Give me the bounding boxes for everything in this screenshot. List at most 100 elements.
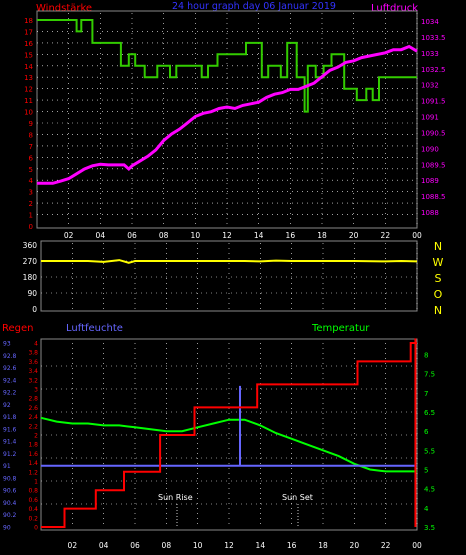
humidity-tick-label: 92.8	[3, 353, 17, 360]
temperature-tick-label: 3.5	[424, 524, 435, 532]
panel3-series	[40, 338, 417, 528]
temperature-axis-label: Temperatur	[311, 323, 370, 334]
temperature-series	[40, 416, 417, 473]
time-tick-label: 16	[287, 541, 297, 550]
wind-tick-label: 2	[29, 200, 33, 208]
rain-series	[41, 342, 417, 528]
time-tick-label: 06	[130, 541, 140, 550]
time-tick-label: 20	[349, 231, 359, 240]
rain-tick-label: 3.8	[28, 350, 38, 357]
humidity-tick-label: 90.8	[3, 475, 17, 482]
humidity-tick-label: 92.4	[3, 377, 17, 384]
rain-tick-label: 0.4	[28, 506, 38, 513]
rain-tick-label: 0.2	[28, 515, 38, 522]
panel3-rain-ticks: 0 0.2 0.4 0.6 0.8 1 1.2 1.4 1.6 1.8 2 2.2 2.4 2.6 2.8 3…	[28, 341, 38, 532]
humidity-tick-label: 91.2	[3, 451, 17, 458]
wind-tick-label: 1	[29, 212, 33, 220]
rain-tick-label: 2.4	[28, 414, 38, 421]
time-tick-label: 08	[159, 231, 169, 240]
humidity-axis-label: Luftfeuchte	[66, 323, 123, 334]
humidity-series	[41, 385, 417, 467]
pressure-tick-label: 1032.5	[421, 66, 446, 74]
rain-tick-label: 1.6	[28, 451, 38, 458]
humidity-tick-label: 91.4	[3, 439, 17, 446]
time-tick-label: 04	[99, 541, 109, 550]
wind-tick-label: 0	[29, 223, 33, 231]
pressure-tick-label: 1091.5	[421, 98, 446, 106]
direction-tick-label: 360	[23, 241, 38, 250]
pressure-tick-label: 1090	[421, 145, 439, 153]
pressure-tick-label: 1089.5	[421, 161, 446, 169]
temperature-tick-label: 5.5	[424, 447, 435, 455]
humidity-tick-label: 92.2	[3, 390, 17, 397]
time-tick-label: 12	[224, 541, 234, 550]
wind-tick-label: 17	[24, 28, 33, 36]
wind-tick-label: 4	[29, 177, 34, 185]
pressure-tick-label: 1089	[421, 177, 439, 185]
time-tick-label: 00	[412, 541, 422, 550]
rain-tick-label: 2	[34, 433, 38, 440]
wind-tick-label: 16	[24, 40, 33, 48]
panel1-series	[37, 19, 418, 185]
sun-rise-label: Sun Rise	[158, 493, 193, 502]
direction-tick-label: 0	[32, 305, 37, 314]
rain-tick-label: 2.2	[28, 423, 38, 430]
time-tick-label: 22	[381, 231, 391, 240]
panel1-right-ticks: 1088 1088.5 1089 1089.5 1090 1090.5 1091 1091.5…	[421, 18, 446, 217]
wind-tick-label: 10	[24, 109, 33, 117]
humidity-tick-label: 90.6	[3, 488, 17, 495]
wind-axis-label: Windstärke	[36, 3, 92, 14]
rain-tick-label: 1.8	[28, 442, 38, 449]
compass-label: S	[435, 272, 442, 285]
time-tick-label: 16	[286, 231, 296, 240]
wind-tick-label: 12	[24, 86, 33, 94]
wind-tick-label: 9	[29, 120, 33, 128]
time-tick-label: 08	[162, 541, 172, 550]
humidity-tick-label: 92	[3, 402, 11, 409]
pressure-tick-label: 1091	[421, 114, 439, 122]
temperature-tick-label: 7	[424, 390, 428, 398]
rain-tick-label: 0.8	[28, 488, 38, 495]
pressure-tick-label: 1033	[421, 50, 439, 58]
time-tick-label: 10	[193, 541, 203, 550]
wind-tick-label: 8	[29, 131, 33, 139]
wind-tick-label: 15	[24, 51, 33, 59]
humidity-tick-label: 92.6	[3, 365, 17, 372]
pressure-tick-label: 1088	[421, 209, 439, 217]
rain-tick-label: 3.2	[28, 377, 38, 384]
pressure-tick-label: 1032	[421, 82, 439, 90]
time-tick-label: 14	[254, 231, 264, 240]
panel3-time-ticks: 02 04 06 08 10 12 14 16 18 20 22 00	[68, 541, 422, 550]
time-tick-label: 02	[64, 231, 74, 240]
time-tick-label: 18	[318, 541, 328, 550]
temperature-tick-label: 5	[424, 467, 428, 475]
time-tick-label: 00	[412, 231, 422, 240]
chart-title: 24 hour graph day 06 Januar 2019	[172, 1, 336, 12]
temperature-tick-label: 7.5	[424, 371, 435, 379]
temperature-tick-label: 6	[424, 428, 429, 436]
direction-tick-label: 270	[23, 257, 38, 266]
rain-tick-label: 3.4	[28, 368, 38, 375]
pressure-tick-label: 1033.5	[421, 34, 446, 42]
rain-tick-label: 4	[34, 341, 38, 348]
time-tick-label: 14	[256, 541, 266, 550]
panel2-left-ticks: 0 90 180 270 360	[23, 241, 38, 314]
humidity-tick-label: 91	[3, 463, 11, 470]
time-tick-label: 10	[191, 231, 201, 240]
compass-label: W	[433, 256, 444, 269]
humidity-tick-label: 90	[3, 525, 11, 532]
wind-tick-label: 18	[24, 17, 33, 25]
wind-series	[37, 19, 417, 113]
panel2-grid	[41, 243, 418, 309]
sun-set-label: Sun Set	[282, 493, 313, 502]
wind-tick-label: 13	[24, 74, 33, 82]
temperature-tick-label: 6.5	[424, 409, 435, 417]
humidity-tick-label: 93	[3, 341, 11, 348]
rain-axis-label: Regen	[2, 323, 34, 334]
panel1-time-ticks: 02 04 06 08 10 12 14 16 18 20 22 00	[64, 231, 422, 240]
humidity-tick-label: 91.8	[3, 414, 17, 421]
panel2-series	[41, 259, 418, 264]
